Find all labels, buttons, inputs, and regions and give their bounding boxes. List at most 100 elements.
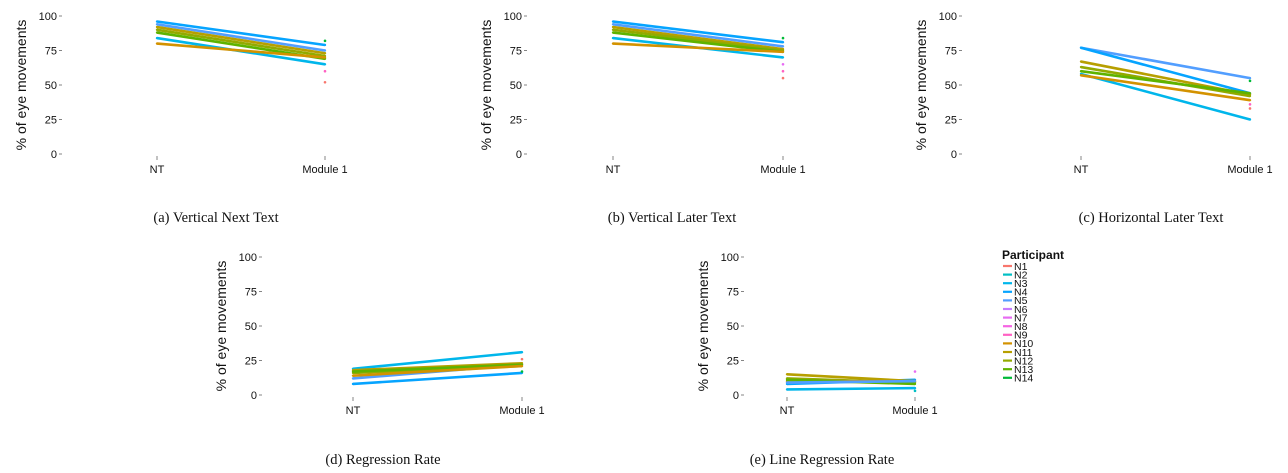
data-point-N3 bbox=[155, 36, 159, 40]
data-point-N10 bbox=[155, 42, 159, 45]
data-point-N10 bbox=[323, 56, 327, 59]
y-axis-label: % of eye movements bbox=[478, 20, 494, 151]
data-point-N5 bbox=[785, 381, 789, 384]
data-point-N13 bbox=[785, 378, 789, 382]
series-line-N5 bbox=[156, 22, 326, 52]
y-tick-label: 50 bbox=[727, 321, 739, 333]
data-point-N4 bbox=[1079, 46, 1083, 49]
data-point-N9 bbox=[781, 69, 785, 73]
data-point-N3 bbox=[611, 36, 615, 40]
y-tick-label: 0 bbox=[51, 149, 57, 161]
caption-a: (a) Vertical Next Text bbox=[153, 210, 278, 226]
y-tick-label: 50 bbox=[945, 80, 957, 92]
data-point-N4 bbox=[611, 20, 615, 23]
data-point-N9 bbox=[1248, 103, 1252, 106]
data-point-N10 bbox=[1248, 98, 1252, 102]
y-tick-label: 0 bbox=[951, 149, 957, 161]
data-point-N10 bbox=[1079, 74, 1083, 77]
y-tick-label: 100 bbox=[939, 11, 957, 23]
y-tick-label: 25 bbox=[510, 115, 522, 127]
legend-label-N13: N13 bbox=[1014, 364, 1033, 376]
series-line-N4 bbox=[156, 20, 326, 47]
y-tick-label: 0 bbox=[251, 390, 257, 402]
series-line-N10 bbox=[352, 364, 523, 377]
legend-title: Participant bbox=[1002, 248, 1064, 262]
y-axis-label: % of eye movements bbox=[695, 261, 711, 392]
caption-d: (d) Regression Rate bbox=[325, 452, 440, 468]
data-point-N12 bbox=[1079, 65, 1083, 69]
data-point-N3 bbox=[785, 388, 789, 391]
y-axis-label: % of eye movements bbox=[213, 261, 229, 392]
data-point-N1 bbox=[781, 76, 785, 80]
data-point-N11 bbox=[611, 25, 615, 29]
series-line-N4 bbox=[1080, 46, 1251, 95]
data-point-N14 bbox=[323, 39, 327, 43]
y-tick-label: 75 bbox=[510, 46, 522, 58]
data-point-N13 bbox=[1248, 92, 1252, 95]
data-point-N1 bbox=[323, 80, 327, 84]
legend-label-N1: N1 bbox=[1014, 261, 1028, 273]
panel-b: 0 25 50 75 100 NT Module 1 % of eye movements (b… bbox=[478, 11, 806, 226]
data-point-N5 bbox=[351, 377, 355, 380]
legend-label-N7: N7 bbox=[1014, 312, 1028, 324]
y-tick-label: 0 bbox=[516, 149, 522, 161]
series-line-N3 bbox=[786, 386, 916, 391]
data-point-N2 bbox=[913, 389, 917, 393]
data-point-N3 bbox=[1248, 118, 1252, 121]
y-tick-label: 100 bbox=[39, 11, 57, 23]
data-point-N3 bbox=[781, 56, 785, 59]
y-tick-label: 50 bbox=[510, 80, 522, 92]
data-point-N4 bbox=[155, 20, 159, 23]
y-tick-label: 0 bbox=[733, 390, 739, 402]
data-point-N14 bbox=[520, 370, 524, 373]
caption-c: (c) Horizontal Later Text bbox=[1079, 210, 1224, 226]
legend: ParticipantN1N2N3N4N5N6N7N8N9N10N11N12N1… bbox=[1002, 248, 1064, 385]
series-line-N13 bbox=[612, 31, 784, 54]
caption-b: (b) Vertical Later Text bbox=[608, 210, 737, 226]
x-tick-label: Module 1 bbox=[302, 164, 347, 176]
data-point-N10 bbox=[520, 364, 524, 368]
series-line-N3 bbox=[1080, 72, 1251, 121]
y-axis-label: % of eye movements bbox=[913, 20, 929, 151]
x-tick-label: Module 1 bbox=[892, 405, 937, 417]
legend-label-N6: N6 bbox=[1014, 304, 1028, 316]
y-tick-label: 75 bbox=[727, 287, 739, 299]
data-point-N1 bbox=[1248, 107, 1252, 110]
y-tick-label: 75 bbox=[945, 46, 957, 58]
data-point-N13 bbox=[155, 31, 159, 34]
series-line-N10 bbox=[156, 42, 326, 59]
data-point-N14 bbox=[1248, 79, 1252, 83]
x-tick-label: NT bbox=[1074, 164, 1089, 176]
data-point-N5 bbox=[155, 23, 159, 26]
data-point-N7 bbox=[781, 63, 785, 66]
y-tick-label: 75 bbox=[45, 46, 57, 58]
legend-label-N2: N2 bbox=[1014, 269, 1028, 281]
panel-a: 0 25 50 75 100 NT Module 1 % of eye movements (a… bbox=[13, 11, 348, 226]
data-point-N12 bbox=[155, 28, 159, 31]
data-point-N1 bbox=[520, 357, 524, 361]
y-tick-label: 100 bbox=[721, 252, 739, 264]
x-tick-label: NT bbox=[150, 164, 165, 176]
series-line-N12 bbox=[156, 28, 326, 58]
series-line-N5 bbox=[1080, 46, 1251, 80]
y-tick-label: 25 bbox=[245, 356, 257, 368]
data-point-N13 bbox=[351, 370, 355, 373]
x-tick-label: NT bbox=[780, 405, 795, 417]
series-line-N13 bbox=[1080, 69, 1251, 95]
data-point-N13 bbox=[1079, 70, 1083, 73]
caption-e: (e) Line Regression Rate bbox=[750, 452, 895, 468]
data-point-N12 bbox=[611, 28, 615, 31]
data-point-N12 bbox=[1248, 94, 1252, 98]
legend-label-N11: N11 bbox=[1014, 347, 1033, 359]
data-point-N5 bbox=[611, 23, 615, 26]
legend-label-N4: N4 bbox=[1014, 287, 1028, 299]
data-point-N4 bbox=[781, 41, 785, 44]
data-point-N5 bbox=[1248, 76, 1252, 80]
x-tick-label: Module 1 bbox=[499, 405, 544, 417]
series-line-N5 bbox=[612, 22, 784, 48]
legend-label-N10: N10 bbox=[1014, 338, 1033, 350]
series-line-N3 bbox=[352, 350, 523, 371]
data-point-N10 bbox=[351, 374, 355, 377]
y-axis-label: % of eye movements bbox=[13, 20, 29, 151]
